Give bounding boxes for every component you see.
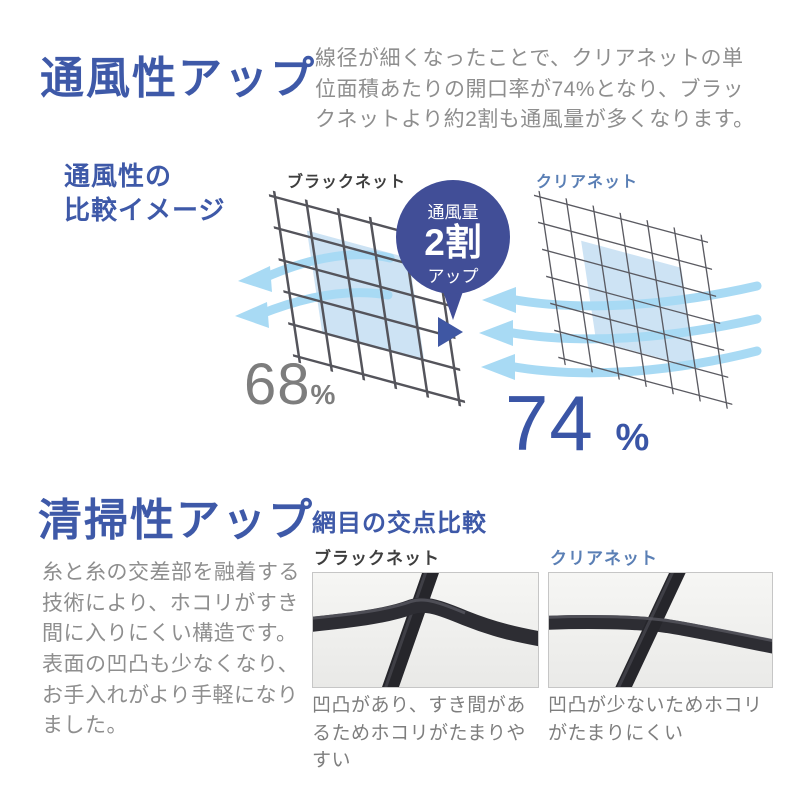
horizontal-thread bbox=[549, 615, 772, 654]
clear-net-percent-value: 74 bbox=[505, 379, 594, 467]
black-net-percent: 68% bbox=[244, 356, 335, 414]
black-net-percent-value: 68 bbox=[244, 352, 311, 417]
clear-net-threads-illustration bbox=[549, 573, 772, 687]
ventilation-title: 通風性アップ bbox=[40, 54, 316, 103]
ventilation-description: 線径が細くなったことで、クリアネットの単位面積あたりの開口率が74%となり、ブラ… bbox=[315, 47, 755, 132]
airflow-arrow bbox=[505, 281, 762, 311]
black-net-caption: 凹凸があり、すき間があるためホコリがたまりやすい bbox=[312, 695, 526, 772]
airflow-arrowhead-icon bbox=[238, 266, 272, 292]
badge-circle bbox=[396, 180, 510, 294]
clear-net-caption: 凹凸が少ないためホコリがたまりにくい bbox=[548, 695, 763, 744]
black-net-label: ブラックネット bbox=[287, 174, 407, 191]
airflow-arrow bbox=[502, 314, 762, 344]
thread-highlight bbox=[549, 615, 772, 642]
cleaning-description: 糸と糸の交差部を融着する技術により、ホコリがすき間に入りにくい構造です。表面の凹… bbox=[42, 561, 300, 738]
clear-net-closeup-photo bbox=[548, 572, 773, 688]
diagonal-thread bbox=[382, 573, 439, 687]
mesh-comparison-heading: 網目の交点比較 bbox=[312, 510, 487, 537]
mesh-black-net-label: ブラックネット bbox=[314, 549, 440, 568]
clear-net-grid bbox=[533, 190, 733, 409]
badge-bottom-text: アップ bbox=[428, 267, 479, 286]
airflow-arrowhead-icon bbox=[481, 354, 515, 380]
clear-net-airflow-arrows bbox=[479, 281, 762, 380]
airflow-arrowhead-icon bbox=[482, 287, 516, 313]
clear-net-label: クリアネット bbox=[536, 174, 639, 191]
black-net-percent-unit: % bbox=[310, 379, 336, 410]
thread-highlight bbox=[617, 573, 674, 687]
thread-highlight bbox=[384, 573, 428, 687]
airflow-badge: 通風量 2割 アップ bbox=[396, 180, 510, 320]
ventilation-figure-caption: 通風性の 比較イメージ bbox=[64, 161, 226, 225]
airflow-arrow bbox=[504, 346, 762, 378]
clear-net-percent-unit: % bbox=[615, 417, 650, 459]
mesh-clear-net-label: クリアネット bbox=[550, 549, 658, 568]
ventilation-comparison-figure: 通風量 2割 アップ bbox=[235, 180, 762, 409]
horizontal-thread bbox=[313, 597, 538, 647]
airflow-arrowhead-icon bbox=[235, 302, 269, 328]
clear-net-percent: 74 % bbox=[505, 384, 649, 462]
transition-triangle-icon bbox=[438, 317, 463, 347]
badge-top-text: 通風量 bbox=[428, 203, 479, 222]
cleaning-title: 清掃性アップ bbox=[38, 496, 314, 545]
diagonal-thread bbox=[615, 573, 686, 687]
thread-highlight bbox=[313, 598, 466, 620]
badge-main-text: 2割 bbox=[424, 222, 482, 263]
black-net-threads-illustration bbox=[313, 573, 538, 687]
black-net-closeup-photo bbox=[312, 572, 539, 688]
airflow-arrowhead-icon bbox=[479, 320, 513, 346]
